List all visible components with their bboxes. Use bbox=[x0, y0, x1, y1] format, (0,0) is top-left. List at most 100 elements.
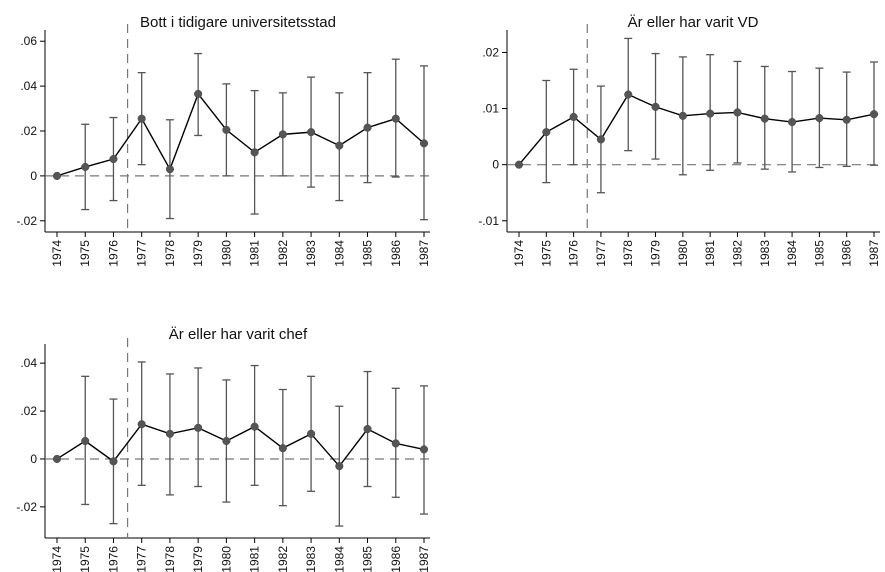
x-tick-label: 1975 bbox=[539, 240, 553, 267]
data-point bbox=[391, 114, 400, 123]
data-point bbox=[706, 109, 715, 118]
data-point bbox=[307, 429, 316, 438]
data-point bbox=[569, 112, 578, 122]
data-point bbox=[52, 454, 62, 464]
x-tick-label: 1985 bbox=[361, 240, 375, 267]
data-point bbox=[81, 436, 90, 446]
data-point bbox=[514, 160, 524, 169]
data-point bbox=[109, 457, 118, 466]
data-point bbox=[869, 110, 879, 119]
data-point bbox=[733, 108, 742, 117]
y-tick-label: .02 bbox=[482, 45, 499, 59]
y-tick-label: -.01 bbox=[478, 214, 499, 228]
chart-panel-1: Bott i tidigare universitetsstad -.02 0 .02… bbox=[16, 14, 431, 267]
x-tick-label: 1976 bbox=[106, 240, 120, 267]
x-tick-label: 1981 bbox=[703, 240, 717, 267]
data-point bbox=[137, 114, 146, 123]
y-tick-label: .04 bbox=[20, 356, 37, 370]
data-point bbox=[194, 423, 203, 432]
x-tick-label: 1977 bbox=[135, 240, 149, 267]
y-tick-label: .01 bbox=[482, 102, 499, 116]
data-point bbox=[335, 141, 344, 150]
x-tick-label: 1985 bbox=[361, 546, 375, 572]
x-tick-label: 1976 bbox=[567, 240, 581, 267]
data-point bbox=[542, 128, 551, 137]
x-tick-label: 1987 bbox=[867, 240, 881, 267]
x-tick-label: 1975 bbox=[78, 546, 92, 572]
x-tick-label: 1987 bbox=[417, 240, 431, 267]
data-point bbox=[335, 462, 344, 471]
x-tick-label: 1986 bbox=[389, 240, 403, 267]
y-tick-label: .02 bbox=[20, 124, 37, 138]
y-tick-label: 0 bbox=[492, 158, 499, 172]
x-tick-label: 1983 bbox=[304, 546, 318, 572]
data-point bbox=[222, 125, 231, 134]
x-tick-label: 1974 bbox=[50, 546, 64, 572]
chart-panel-2: Är eller har varit VD -.01 0 .01 .02 1974 1975… bbox=[478, 14, 881, 267]
x-tick-label: 1983 bbox=[758, 240, 772, 267]
x-tick-label: 1979 bbox=[649, 240, 663, 267]
data-point bbox=[250, 422, 259, 431]
x-tick-label: 1978 bbox=[163, 240, 177, 267]
y-tick-label: .04 bbox=[20, 79, 37, 93]
x-tick-label: 1974 bbox=[50, 240, 64, 267]
data-point bbox=[363, 424, 372, 434]
data-point bbox=[815, 114, 824, 123]
x-tick-label: 1977 bbox=[594, 240, 608, 267]
data-point bbox=[419, 445, 429, 454]
data-point bbox=[307, 128, 316, 137]
data-point bbox=[194, 89, 203, 99]
data-point bbox=[137, 420, 146, 429]
data-point bbox=[165, 165, 174, 174]
data-point bbox=[250, 148, 259, 157]
x-tick-label: 1976 bbox=[106, 546, 120, 572]
x-tick-label: 1984 bbox=[785, 240, 799, 267]
chart-title: Är eller har varit VD bbox=[628, 14, 759, 31]
x-tick-label: 1975 bbox=[78, 240, 92, 267]
data-point bbox=[596, 135, 605, 144]
x-tick-label: 1984 bbox=[332, 546, 346, 572]
x-tick-label: 1982 bbox=[276, 546, 290, 572]
data-point bbox=[760, 114, 769, 123]
x-tick-label: 1983 bbox=[304, 240, 318, 267]
data-point bbox=[81, 162, 90, 171]
x-tick-label: 1982 bbox=[730, 240, 744, 267]
x-tick-label: 1978 bbox=[163, 546, 177, 572]
x-tick-label: 1987 bbox=[417, 546, 431, 572]
x-tick-label: 1981 bbox=[248, 546, 262, 572]
data-point bbox=[788, 117, 797, 127]
chart-title: Är eller har varit chef bbox=[169, 326, 308, 343]
y-tick-label: -.02 bbox=[16, 214, 37, 228]
y-tick-label: .02 bbox=[20, 404, 37, 418]
data-point bbox=[419, 139, 429, 148]
data-point bbox=[624, 90, 633, 99]
data-point bbox=[222, 436, 231, 446]
x-tick-label: 1980 bbox=[219, 240, 233, 267]
data-point bbox=[278, 444, 287, 453]
y-tick-label: .06 bbox=[20, 34, 37, 48]
series-line bbox=[56, 92, 425, 177]
x-tick-label: 1980 bbox=[676, 240, 690, 267]
y-tick-label: 0 bbox=[30, 452, 37, 466]
data-point bbox=[391, 439, 400, 448]
x-tick-label: 1985 bbox=[812, 240, 826, 267]
x-tick-label: 1980 bbox=[219, 546, 233, 572]
x-tick-label: 1978 bbox=[621, 240, 635, 267]
data-point bbox=[278, 130, 287, 139]
x-tick-label: 1984 bbox=[332, 240, 346, 267]
data-point bbox=[651, 102, 660, 111]
x-tick-label: 1986 bbox=[389, 546, 403, 572]
data-point bbox=[842, 115, 851, 124]
data-point bbox=[109, 155, 118, 164]
x-tick-label: 1979 bbox=[191, 546, 205, 572]
data-point bbox=[165, 429, 174, 438]
series-line bbox=[56, 423, 425, 468]
chart-title: Bott i tidigare universitetsstad bbox=[140, 14, 336, 31]
data-point bbox=[52, 171, 62, 180]
x-tick-label: 1974 bbox=[512, 240, 526, 267]
chart-panel-3: Är eller har varit chef -.02 0 .02 .04 1974 19… bbox=[16, 326, 431, 572]
x-tick-label: 1979 bbox=[191, 240, 205, 267]
y-tick-label: 0 bbox=[30, 169, 37, 183]
y-tick-label: -.02 bbox=[16, 500, 37, 514]
